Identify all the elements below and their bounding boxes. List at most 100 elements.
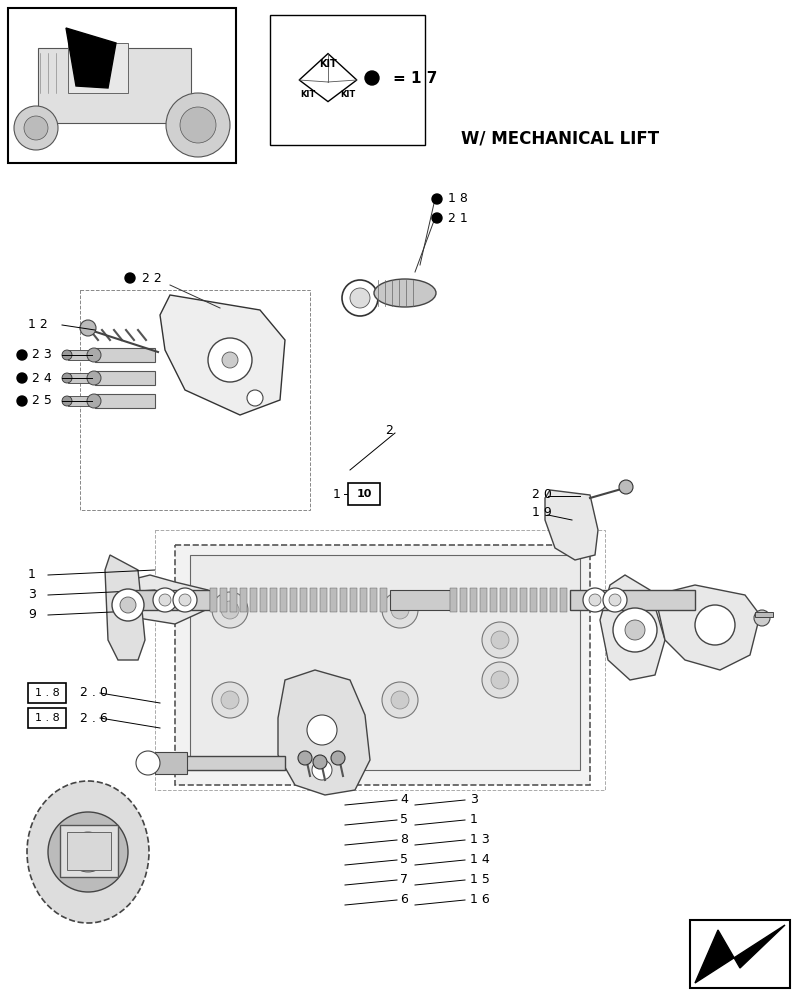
Circle shape <box>312 755 327 769</box>
Bar <box>190 555 579 770</box>
Ellipse shape <box>374 279 436 307</box>
Circle shape <box>62 396 72 406</box>
Bar <box>560 588 566 612</box>
Bar <box>479 588 487 612</box>
Circle shape <box>14 106 58 150</box>
Bar <box>380 588 387 612</box>
Bar <box>754 612 772 617</box>
Bar <box>28 708 66 728</box>
Circle shape <box>588 594 600 606</box>
Circle shape <box>694 605 734 645</box>
Bar <box>359 588 367 612</box>
Bar <box>299 588 307 612</box>
Circle shape <box>491 671 508 689</box>
Text: 1 6: 1 6 <box>470 893 489 906</box>
Text: 3: 3 <box>28 588 36 601</box>
Text: 1 . 8: 1 . 8 <box>35 713 59 723</box>
Bar <box>155 752 187 774</box>
Ellipse shape <box>27 781 148 923</box>
Text: 5: 5 <box>400 813 407 826</box>
Bar <box>230 588 237 612</box>
Circle shape <box>24 116 48 140</box>
Bar <box>539 588 547 612</box>
Circle shape <box>365 71 379 85</box>
Circle shape <box>341 280 378 316</box>
Text: 10: 10 <box>356 489 371 499</box>
Circle shape <box>112 589 144 621</box>
Circle shape <box>350 288 370 308</box>
Bar <box>68 373 90 383</box>
Circle shape <box>221 691 238 709</box>
Text: 1 2: 1 2 <box>28 318 48 332</box>
Circle shape <box>624 620 644 640</box>
Text: 6: 6 <box>400 893 407 906</box>
Bar <box>470 588 476 612</box>
Bar <box>130 590 210 610</box>
Circle shape <box>152 588 177 612</box>
Circle shape <box>608 594 620 606</box>
Circle shape <box>125 273 135 283</box>
Bar <box>489 588 496 612</box>
Polygon shape <box>654 585 759 670</box>
Bar <box>210 588 217 612</box>
Circle shape <box>391 691 409 709</box>
Circle shape <box>48 812 128 892</box>
Circle shape <box>381 682 418 718</box>
Circle shape <box>17 373 27 383</box>
Circle shape <box>135 751 160 775</box>
Text: KIT: KIT <box>340 90 355 99</box>
Bar <box>175 545 590 785</box>
Bar <box>38 48 191 123</box>
Bar <box>67 832 111 870</box>
Bar <box>370 588 376 612</box>
Circle shape <box>80 320 96 336</box>
Text: KIT: KIT <box>319 59 337 69</box>
Text: 2 5: 2 5 <box>32 394 52 408</box>
Circle shape <box>17 396 27 406</box>
Text: 1 . 8: 1 . 8 <box>35 688 59 698</box>
Circle shape <box>482 622 517 658</box>
Text: KIT: KIT <box>300 90 315 99</box>
Circle shape <box>247 390 263 406</box>
Bar <box>28 683 66 703</box>
Text: 2 3: 2 3 <box>32 349 52 361</box>
Text: 2 . 0: 2 . 0 <box>80 686 108 700</box>
Polygon shape <box>66 28 116 88</box>
Text: 7: 7 <box>400 874 407 886</box>
Bar <box>80 290 310 510</box>
Bar <box>270 15 424 145</box>
Bar <box>569 590 694 610</box>
Polygon shape <box>105 555 145 660</box>
Circle shape <box>298 751 311 765</box>
Polygon shape <box>544 490 597 560</box>
Circle shape <box>431 213 441 223</box>
Circle shape <box>482 662 517 698</box>
Bar <box>220 588 227 612</box>
Polygon shape <box>694 925 784 983</box>
Circle shape <box>87 394 101 408</box>
Bar <box>68 43 128 93</box>
Bar <box>460 588 466 612</box>
Circle shape <box>17 350 27 360</box>
Circle shape <box>173 588 197 612</box>
Polygon shape <box>277 670 370 795</box>
Circle shape <box>62 373 72 383</box>
Text: = 1 7: = 1 7 <box>393 71 437 86</box>
Text: 8: 8 <box>400 833 407 846</box>
Bar <box>260 588 267 612</box>
Circle shape <box>307 715 337 745</box>
Circle shape <box>87 371 101 385</box>
Text: 2: 2 <box>384 424 393 436</box>
Bar <box>549 588 556 612</box>
Circle shape <box>618 480 633 494</box>
Circle shape <box>62 350 72 360</box>
Bar <box>340 588 346 612</box>
Text: 2 4: 2 4 <box>32 371 52 384</box>
Bar <box>185 756 285 770</box>
Circle shape <box>178 594 191 606</box>
Text: 1: 1 <box>470 813 478 826</box>
Bar <box>95 371 155 385</box>
Polygon shape <box>599 575 664 680</box>
Text: 2 . 6: 2 . 6 <box>80 712 108 724</box>
Text: 1: 1 <box>333 488 341 500</box>
